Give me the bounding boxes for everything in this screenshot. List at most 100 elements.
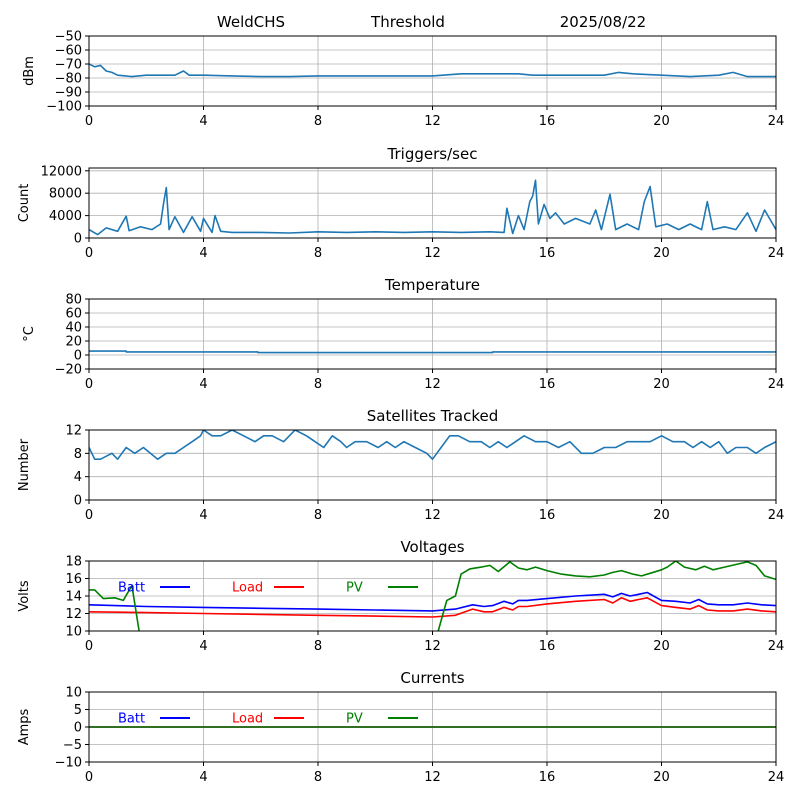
x-tick-label: 16	[539, 770, 556, 785]
y-tick-label: 18	[65, 555, 82, 570]
y-tick-label: −90	[55, 86, 82, 101]
x-tick-label: 8	[314, 377, 322, 392]
header-station: WeldCHS	[217, 13, 285, 31]
chart-title: Temperature	[384, 276, 480, 294]
y-tick-label: 8000	[49, 187, 82, 202]
legend-label-batt: Batt	[118, 712, 145, 727]
chart-satellites: 0 4 8 12 16 20 24 0 4 8 12 Satellites Tracked Number	[17, 407, 784, 523]
x-tick-label: 20	[653, 246, 670, 261]
series-line-triggers	[89, 179, 776, 236]
x-tick-label: 20	[653, 377, 670, 392]
x-tick-label: 24	[768, 377, 785, 392]
y-tick-label: 20	[65, 335, 82, 350]
x-tick-label: 0	[85, 114, 93, 129]
series-line-load	[89, 597, 776, 618]
chart-title: Currents	[400, 669, 464, 687]
x-tick-label: 8	[314, 508, 322, 523]
y-axis-label: °C	[22, 326, 37, 342]
y-tick-label: −20	[55, 363, 82, 378]
y-tick-label: −10	[55, 756, 82, 771]
chart-voltages: 0 4 8 12 16 20 24 10 12 14 16 18 Voltages Volts Batt Lo…	[17, 538, 784, 654]
x-tick-label: 20	[653, 508, 670, 523]
x-tick-label: 4	[199, 770, 207, 785]
y-tick-label: 12	[65, 424, 82, 439]
x-tick-label: 0	[85, 377, 93, 392]
x-tick-label: 16	[539, 246, 556, 261]
x-tick-label: 0	[85, 508, 93, 523]
x-tick-label: 20	[653, 114, 670, 129]
y-axis-label: Amps	[17, 708, 32, 745]
y-tick-label: 5	[74, 703, 82, 718]
series-line-dbm	[89, 63, 776, 78]
x-tick-label: 12	[424, 770, 441, 785]
x-tick-label: 8	[314, 770, 322, 785]
y-tick-label: 4	[74, 470, 82, 485]
y-tick-label: −5	[63, 738, 82, 753]
y-tick-label: 40	[65, 321, 82, 336]
y-tick-label: 0	[74, 232, 82, 247]
series-line-satellites	[89, 430, 776, 460]
x-tick-label: 4	[199, 246, 207, 261]
x-tick-label: 20	[653, 770, 670, 785]
y-tick-label: −50	[55, 30, 82, 45]
x-tick-label: 24	[768, 246, 785, 261]
y-tick-label: 10	[65, 625, 82, 640]
legend-label-load: Load	[232, 712, 263, 727]
y-tick-label: 0	[74, 494, 82, 509]
x-tick-label: 12	[424, 377, 441, 392]
x-tick-label: 0	[85, 246, 93, 261]
x-tick-label: 8	[314, 639, 322, 654]
legend-label-load: Load	[232, 581, 263, 596]
y-tick-label: 4000	[49, 209, 82, 224]
chart-title: Satellites Tracked	[367, 407, 498, 425]
x-tick-label: 16	[539, 114, 556, 129]
series-line-temperature	[89, 350, 776, 354]
y-tick-label: 0	[74, 721, 82, 736]
y-tick-label: −70	[55, 58, 82, 73]
x-tick-label: 12	[424, 114, 441, 129]
y-axis-label: Number	[17, 438, 32, 491]
y-tick-label: −100	[46, 100, 82, 115]
chart-dbm: 0 4 8 12 16 20 24 −100−90−80−70−60−50 dBm	[22, 30, 784, 130]
y-axis-label: Count	[17, 184, 32, 223]
x-tick-label: 24	[768, 114, 785, 129]
x-tick-label: 16	[539, 639, 556, 654]
x-tick-label: 4	[199, 377, 207, 392]
x-tick-label: 16	[539, 377, 556, 392]
x-tick-label: 24	[768, 508, 785, 523]
chart-triggers: 0 4 8 12 16 20 24 0 4000 8000 12000 Triggers/sec Cou…	[17, 145, 784, 261]
y-axis-label: Volts	[17, 580, 32, 612]
chart-currents: 0 4 8 12 16 20 24 −10 −5 0 5 10 Currents Amps Batt Load…	[17, 669, 784, 785]
y-tick-label: 60	[65, 307, 82, 322]
y-tick-label: 16	[65, 572, 82, 587]
x-tick-label: 12	[424, 508, 441, 523]
y-tick-label: 14	[65, 590, 82, 605]
legend-label-pv: PV	[346, 581, 363, 596]
x-tick-label: 4	[199, 639, 207, 654]
legend-label-batt: Batt	[118, 581, 145, 596]
x-tick-label: 4	[199, 114, 207, 129]
x-tick-label: 20	[653, 639, 670, 654]
chart-title: Triggers/sec	[387, 145, 478, 163]
y-tick-label: 0	[74, 349, 82, 364]
y-tick-label: 10	[65, 686, 82, 701]
y-tick-label: −60	[55, 44, 82, 59]
y-tick-label: 12000	[41, 164, 82, 179]
x-tick-label: 16	[539, 508, 556, 523]
y-tick-label: −80	[55, 72, 82, 87]
y-tick-label: 80	[65, 293, 82, 308]
series-line-batt	[89, 591, 776, 612]
x-tick-label: 24	[768, 770, 785, 785]
legend-label-pv: PV	[346, 712, 363, 727]
y-axis-label: dBm	[22, 56, 37, 86]
y-tick-label: 8	[74, 447, 82, 462]
x-tick-label: 8	[314, 114, 322, 129]
header-mode: Threshold	[370, 13, 445, 31]
x-tick-label: 12	[424, 639, 441, 654]
chart-title: Voltages	[400, 538, 464, 556]
x-tick-label: 0	[85, 639, 93, 654]
